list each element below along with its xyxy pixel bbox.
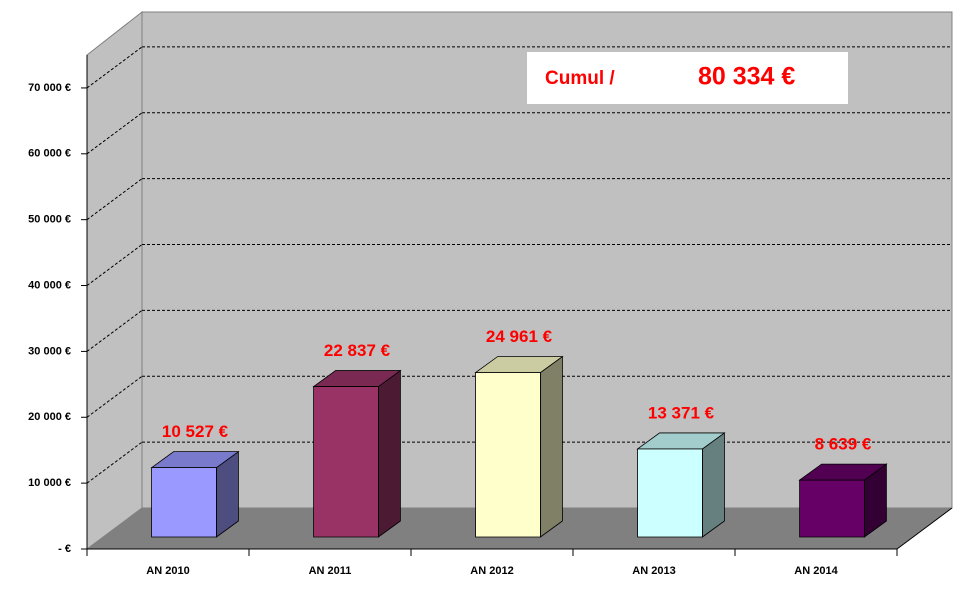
annotation-box (527, 52, 848, 104)
grid-line (86, 244, 143, 286)
bar-side (702, 432, 725, 538)
x-tick-label: AN 2012 (470, 565, 513, 577)
value-label: 10 527 € (162, 422, 229, 441)
y-tick-label: - € (58, 543, 71, 555)
value-label: 8 639 € (815, 435, 872, 454)
bar (636, 432, 726, 538)
bar-side (377, 369, 401, 538)
grid-line (86, 46, 143, 89)
grid-line (86, 375, 143, 418)
bar-front (799, 479, 865, 538)
y-tick-label: 20 000 € (28, 411, 71, 423)
bar-front (151, 467, 217, 538)
bar (312, 369, 402, 538)
x-tick-label: AN 2010 (146, 565, 189, 577)
y-tick-label: 50 000 € (28, 214, 71, 226)
bar (798, 463, 888, 538)
bar-front (313, 386, 379, 538)
bar-front (475, 372, 541, 538)
grid-line (86, 178, 143, 221)
y-tick-label: 40 000 € (28, 279, 71, 291)
y-tick-label: 70 000 € (28, 82, 71, 94)
value-label: 22 837 € (324, 341, 391, 360)
x-tick-label: AN 2013 (632, 565, 675, 577)
y-tick-label: 10 000 € (28, 477, 71, 489)
value-label: 13 371 € (648, 403, 715, 422)
annotation-label: Cumul / (545, 68, 615, 89)
y-tick-label: 30 000 € (28, 345, 71, 357)
bars (150, 355, 888, 538)
bar-side (540, 355, 563, 538)
grid-line (86, 309, 143, 352)
x-tick-label: AN 2011 (309, 565, 352, 577)
x-tick-label: AN 2014 (794, 565, 838, 577)
grid-line (86, 112, 143, 155)
value-label: 24 961 € (486, 327, 553, 346)
bar-front (637, 448, 703, 538)
y-tick-label: 60 000 € (28, 148, 71, 160)
grid-line (86, 441, 143, 484)
bar (474, 355, 564, 538)
side-wall (86, 10, 143, 550)
bar (150, 450, 240, 538)
annotation-value: 80 334 € (698, 63, 795, 91)
floor-edge (896, 507, 953, 550)
